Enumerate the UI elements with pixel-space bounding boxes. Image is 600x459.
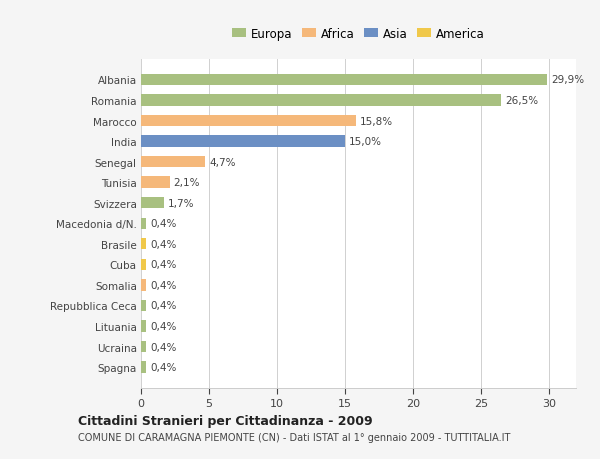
Text: 0,4%: 0,4% <box>151 260 177 270</box>
Bar <box>141 136 345 147</box>
Bar <box>141 239 146 250</box>
Text: 0,4%: 0,4% <box>151 321 177 331</box>
Text: 0,4%: 0,4% <box>151 362 177 372</box>
Text: 4,7%: 4,7% <box>209 157 235 167</box>
Text: 0,4%: 0,4% <box>151 280 177 290</box>
Bar <box>141 198 164 209</box>
Bar <box>141 341 146 353</box>
Text: Cittadini Stranieri per Cittadinanza - 2009: Cittadini Stranieri per Cittadinanza - 2… <box>78 414 373 428</box>
Bar <box>141 300 146 311</box>
Bar <box>141 177 170 188</box>
Bar <box>141 259 146 270</box>
Text: 29,9%: 29,9% <box>551 75 584 85</box>
Text: 0,4%: 0,4% <box>151 301 177 311</box>
Bar <box>141 362 146 373</box>
Bar <box>141 321 146 332</box>
Bar <box>141 157 205 168</box>
Bar <box>141 75 547 86</box>
Legend: Europa, Africa, Asia, America: Europa, Africa, Asia, America <box>227 23 490 45</box>
Text: 0,4%: 0,4% <box>151 219 177 229</box>
Text: 15,0%: 15,0% <box>349 137 382 147</box>
Bar <box>141 218 146 230</box>
Text: 1,7%: 1,7% <box>168 198 194 208</box>
Bar <box>141 280 146 291</box>
Text: 15,8%: 15,8% <box>360 116 393 126</box>
Text: COMUNE DI CARAMAGNA PIEMONTE (CN) - Dati ISTAT al 1° gennaio 2009 - TUTTITALIA.I: COMUNE DI CARAMAGNA PIEMONTE (CN) - Dati… <box>78 432 511 442</box>
Bar <box>141 95 501 106</box>
Text: 0,4%: 0,4% <box>151 239 177 249</box>
Text: 2,1%: 2,1% <box>173 178 200 188</box>
Text: 26,5%: 26,5% <box>505 96 538 106</box>
Bar <box>141 116 356 127</box>
Text: 0,4%: 0,4% <box>151 342 177 352</box>
